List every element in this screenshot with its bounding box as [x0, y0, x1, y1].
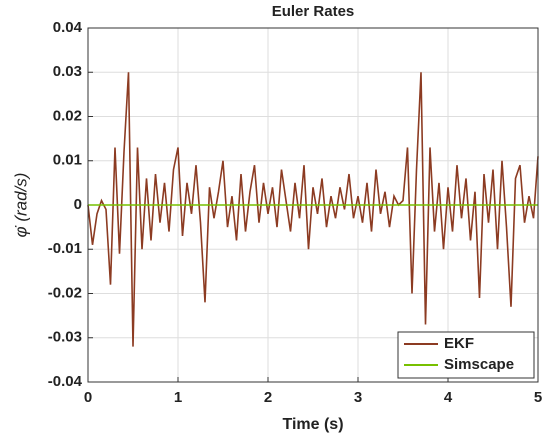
x-tick-label: 1 — [174, 389, 182, 406]
y-tick-label: 0.02 — [53, 107, 82, 124]
legend-box — [397, 331, 535, 379]
y-tick-label: -0.01 — [48, 240, 82, 257]
y-tick-label: 0.01 — [53, 152, 82, 169]
legend-label: EKF — [444, 335, 474, 352]
y-tick-label: -0.02 — [48, 284, 82, 301]
y-tick-label: -0.04 — [48, 373, 83, 390]
x-tick-label: 5 — [534, 389, 542, 406]
legend-label: Simscape — [444, 356, 514, 373]
legend: EKF Simscape — [397, 331, 535, 379]
x-tick-label: 0 — [84, 389, 92, 406]
plot-frame — [87, 27, 539, 383]
x-tick-label: 3 — [354, 389, 362, 406]
y-axis-label: φ̇ (rad/s) — [11, 173, 30, 238]
x-tick-label: 2 — [264, 389, 272, 406]
y-tick-label: 0.04 — [53, 19, 83, 36]
y-tick-label: -0.03 — [48, 329, 82, 346]
x-tick-label: 4 — [444, 389, 453, 406]
y-tick-label: 0.03 — [53, 63, 82, 80]
y-tick-label: 0 — [74, 196, 82, 213]
chart-title: Euler Rates — [272, 3, 355, 20]
x-axis-label: Time (s) — [282, 416, 343, 433]
